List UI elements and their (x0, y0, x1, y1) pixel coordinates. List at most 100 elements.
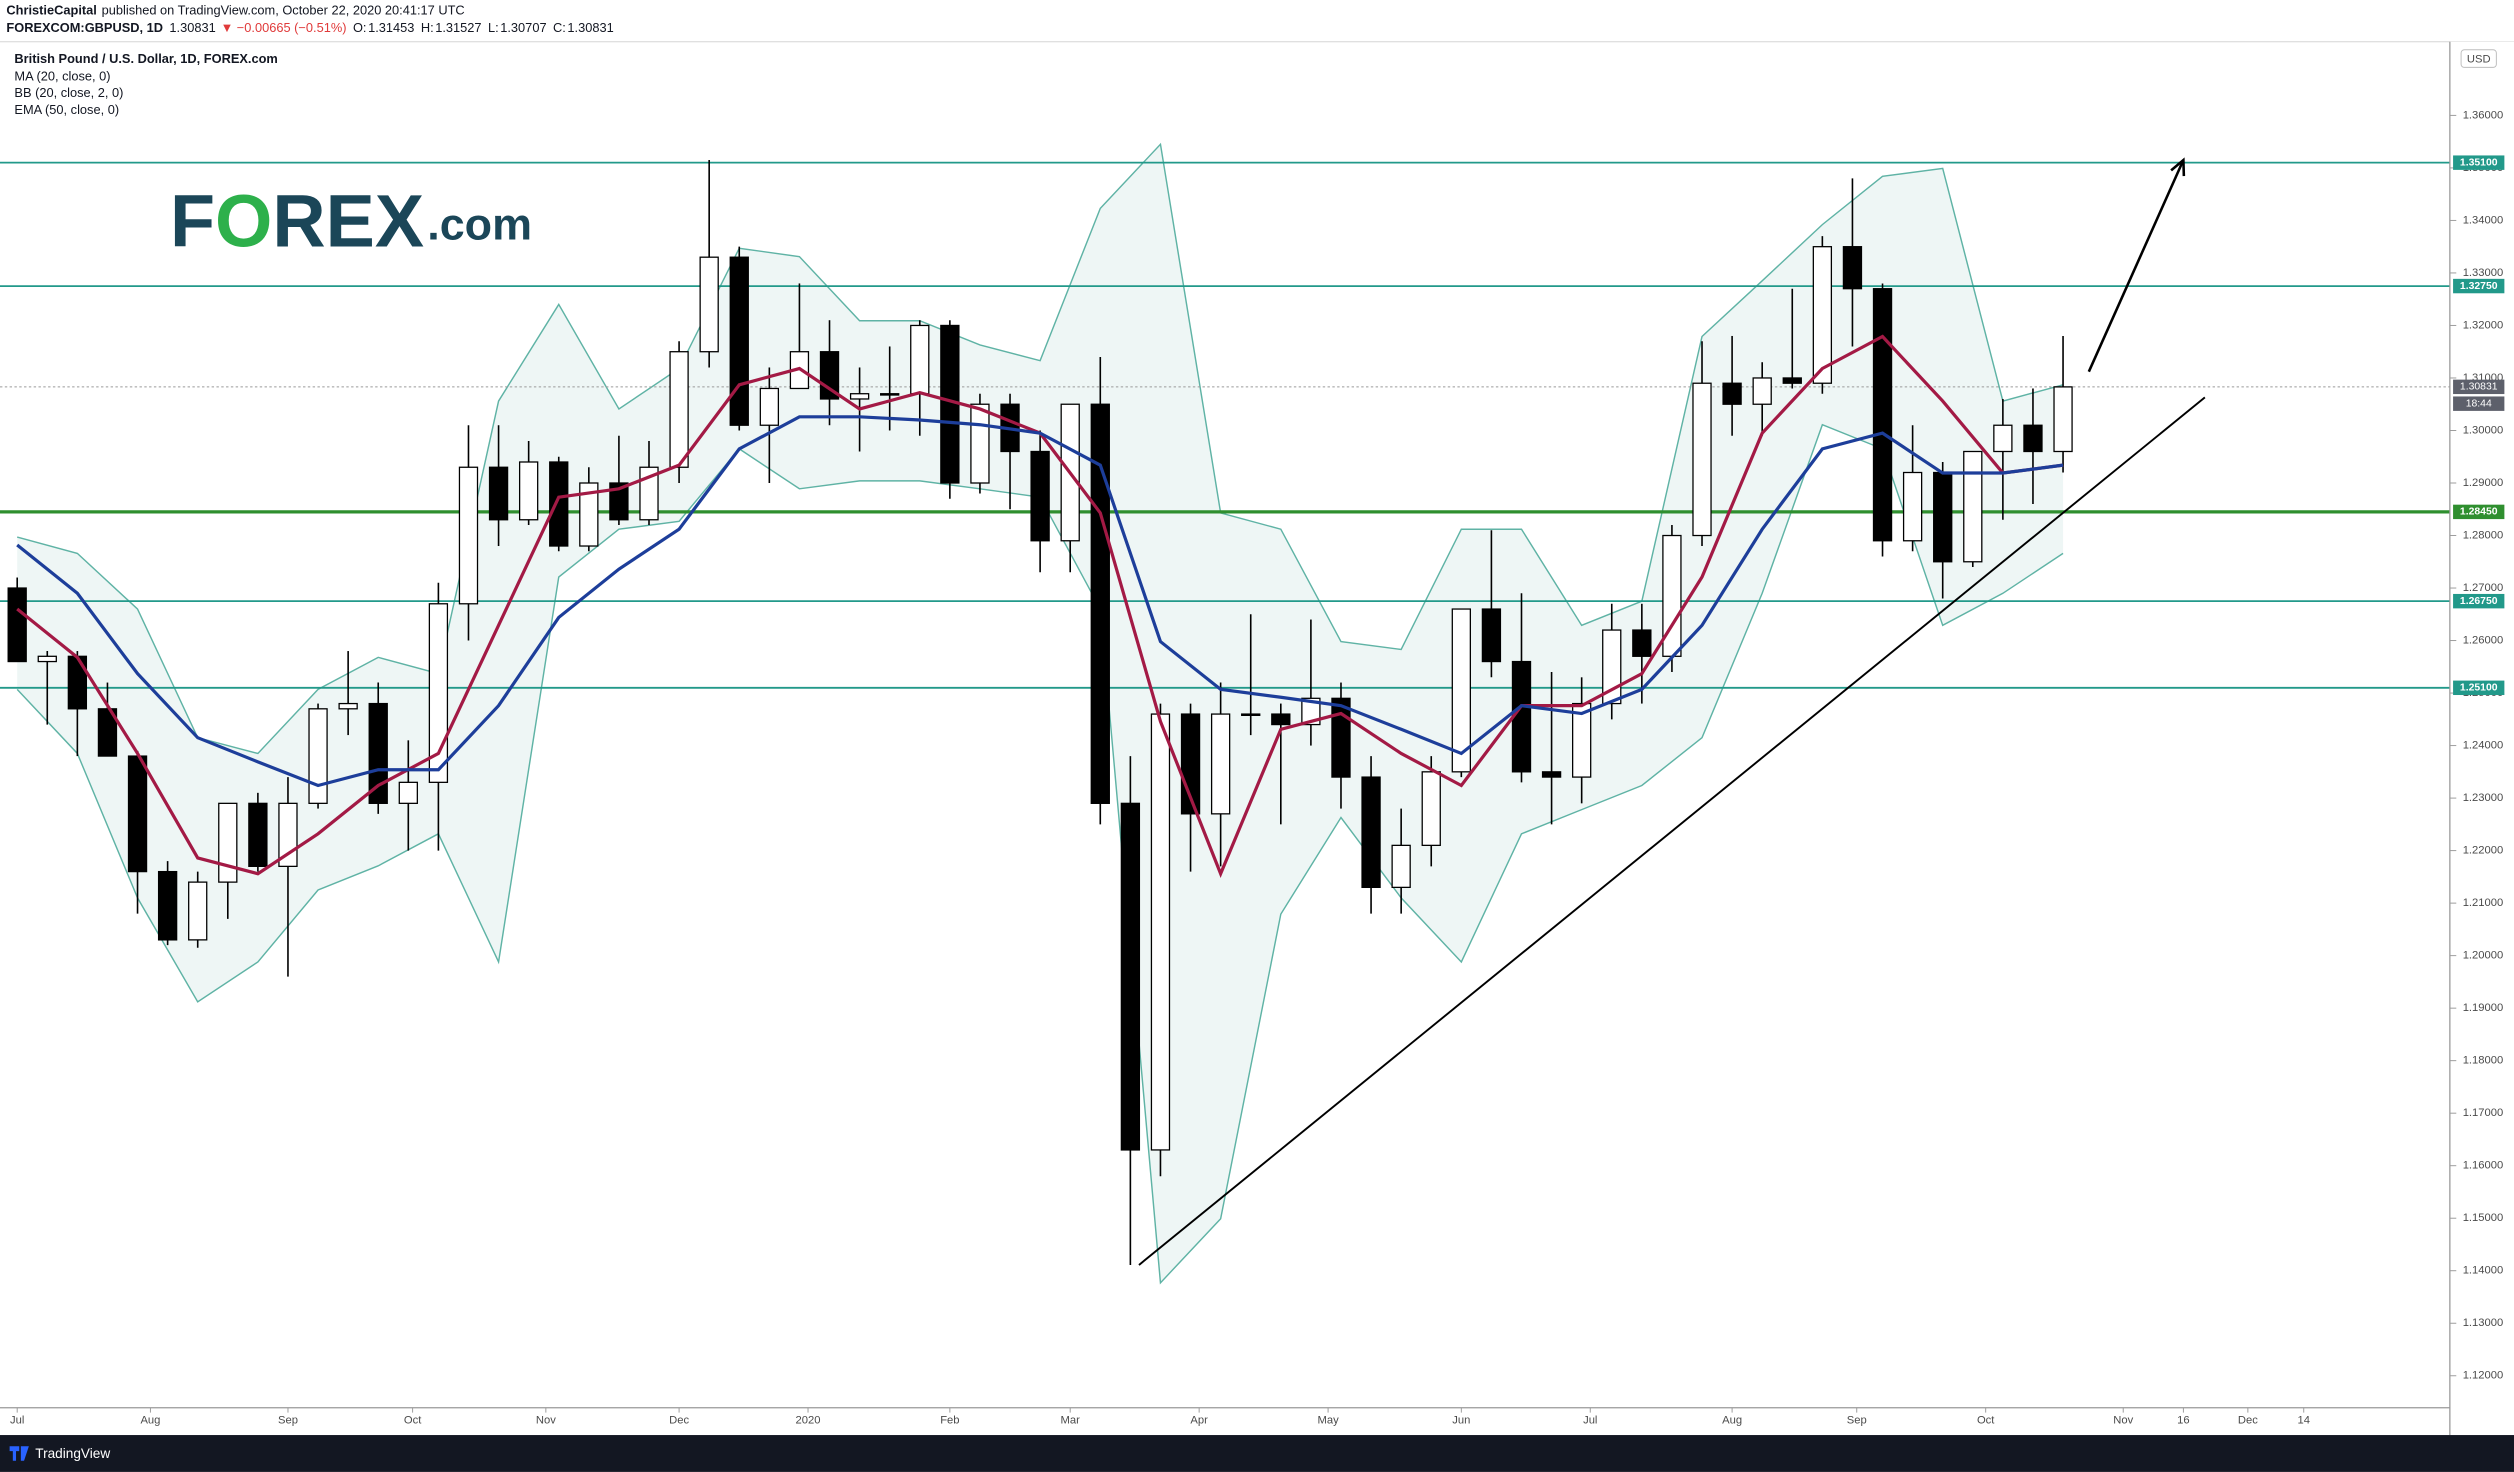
currency-box[interactable] (2460, 49, 2497, 68)
y-tick-label: 1.27000 (2463, 582, 2504, 594)
y-tick-label: 1.23000 (2463, 792, 2504, 804)
candle-body (1331, 697, 1351, 778)
y-tick-label: 1.13000 (2463, 1317, 2504, 1329)
price-axis-bg (2449, 41, 2514, 1436)
candle-body (549, 461, 569, 547)
candle-body (2023, 424, 2043, 453)
y-tick-label: 1.32000 (2463, 319, 2504, 331)
arrow (2087, 159, 2185, 373)
candle-body (1933, 471, 1953, 563)
x-tick-label: Dec (2238, 1415, 2258, 1427)
current-label-box (2453, 379, 2505, 395)
x-tick-label: 16 (2177, 1415, 2189, 1427)
y-tick-label: 1.30000 (2463, 424, 2504, 436)
level-label: 1.32750 (2460, 281, 2498, 292)
x-tick-label: Aug (1722, 1415, 1742, 1427)
legend-entry: EMA (50, close, 0) (14, 102, 119, 117)
countdown: 18:44 (2466, 398, 2492, 409)
candle-body (428, 603, 449, 783)
logo-part: REX (272, 180, 424, 263)
x-tick-label: Oct (1977, 1415, 1995, 1427)
candle-body (699, 256, 719, 353)
y-tick-label: 1.14000 (2463, 1265, 2504, 1277)
x-tick-label: Nov (536, 1415, 556, 1427)
candle-body (1902, 471, 1923, 542)
level-label: 1.28450 (2460, 507, 2498, 518)
candle-body (1120, 802, 1141, 1151)
change: ▼ −0.00665 (−0.51%) (221, 20, 347, 35)
candle-body (1391, 844, 1411, 889)
indicator-line (16, 415, 2064, 788)
ohlc-label: H: (421, 20, 434, 35)
x-tick-label: Nov (2113, 1415, 2133, 1427)
footer-logo (9, 1446, 29, 1461)
footer-text: TradingView (35, 1446, 110, 1461)
x-tick-label: 2020 (796, 1415, 821, 1427)
ohlc-value: 1.30707 (500, 20, 546, 35)
candle-body (1602, 629, 1622, 705)
candle-body (940, 324, 960, 484)
candle-body (1692, 382, 1712, 537)
currency: USD (2467, 53, 2491, 65)
level-label-box (2453, 278, 2505, 294)
candle-body (248, 802, 268, 868)
x-tick-label: May (1317, 1415, 1339, 1427)
x-tick-label: Apr (1190, 1415, 1208, 1427)
candle-body (188, 881, 208, 941)
candle-body (398, 781, 418, 804)
candle-body (609, 482, 629, 521)
logo-part: F (170, 180, 215, 263)
level-label: 1.35100 (2460, 157, 2498, 168)
y-tick-label: 1.26000 (2463, 635, 2504, 647)
ohlc-label: O: (353, 20, 367, 35)
candle-body (849, 393, 870, 400)
ohlc-label: L: (488, 20, 499, 35)
candle-body (7, 587, 27, 663)
countdown-box (2453, 396, 2505, 411)
current-label: 1.30831 (2460, 382, 2498, 393)
candle-body (1271, 713, 1291, 726)
candle-body (97, 708, 118, 757)
candle-body (338, 702, 358, 710)
level-label: 1.25100 (2460, 683, 2498, 694)
candle-body (127, 755, 148, 873)
y-tick-label: 1.12000 (2463, 1370, 2504, 1382)
y-tick-label: 1.31000 (2463, 372, 2504, 384)
plot (0, 142, 2450, 1285)
x-tick-label: Jun (1452, 1415, 1470, 1427)
arrow-head (2170, 157, 2186, 177)
candle-body (1993, 424, 2013, 453)
legend-entry: BB (20, close, 2, 0) (14, 85, 123, 100)
symbol: FOREXCOM:GBPUSD, 1D (6, 20, 163, 35)
ohlc-label: C: (553, 20, 566, 35)
y-tick-label: 1.29000 (2463, 477, 2504, 489)
y-tick-label: 1.17000 (2463, 1107, 2504, 1119)
x-tick-label: Mar (1061, 1415, 1081, 1427)
ohlc-value: 1.31453 (368, 20, 414, 35)
logo-part: .com (427, 199, 532, 250)
author: ChristieCapital (6, 3, 96, 18)
y-tick-label: 1.28000 (2463, 529, 2504, 541)
candle-body (579, 482, 599, 547)
candle-body (1752, 377, 1772, 405)
candle-body (157, 870, 178, 941)
candle-body (308, 708, 328, 804)
candle-body (1421, 771, 1441, 846)
axes: 1.12000 1.13000 1.14000 1.15000 1.16000 1.170… (10, 109, 2505, 1427)
candle-body (1842, 246, 1863, 290)
candle-body (1872, 288, 1893, 542)
candle-body (729, 256, 749, 426)
candle-body (1210, 713, 1231, 815)
candle-body (1451, 608, 1471, 773)
y-tick-label: 1.36000 (2463, 109, 2504, 121)
candle-body (759, 387, 780, 426)
candle-body (1361, 776, 1381, 889)
x-tick-label: 14 (2297, 1415, 2309, 1427)
candle-body (488, 466, 509, 521)
candle-body (218, 802, 238, 883)
chart-title: British Pound / U.S. Dollar, 1D, FOREX.c… (14, 51, 277, 66)
candle-body (910, 324, 930, 395)
candle-body (1541, 771, 1562, 778)
